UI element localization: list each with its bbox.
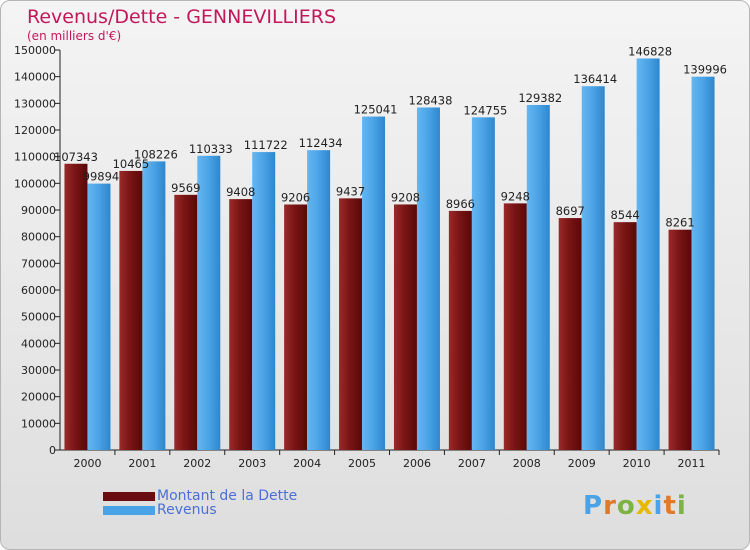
data-label-revenue: 124755 xyxy=(463,103,507,117)
x-tick-label: 2001 xyxy=(128,457,156,470)
data-label-revenue: 110333 xyxy=(189,142,233,156)
data-label-revenue: 146828 xyxy=(628,44,672,58)
data-label-debt: 9569 xyxy=(171,181,200,195)
proxiti-logo: Proxiti xyxy=(583,491,687,521)
data-label-revenue: 108226 xyxy=(134,147,178,161)
bar-revenue xyxy=(526,104,550,451)
y-tick-label: 20000 xyxy=(21,391,56,404)
data-label-debt: 9208 xyxy=(391,190,420,204)
legend-swatch-revenue xyxy=(103,505,155,515)
x-tick-label: 2000 xyxy=(73,457,101,470)
bar-debt xyxy=(668,229,692,450)
bar-revenue xyxy=(581,86,605,450)
bar-debt xyxy=(339,198,363,450)
y-tick-label: 120000 xyxy=(14,124,56,137)
y-tick-label: 80000 xyxy=(21,231,56,244)
axes: 0 10000 20000 30000 40000 50000 60000 70000 8000… xyxy=(14,44,720,470)
data-label-debt: 107343 xyxy=(54,150,98,164)
data-label-revenue: 125041 xyxy=(354,103,398,117)
y-tick-label: 40000 xyxy=(21,337,56,350)
data-label-debt: 9248 xyxy=(501,189,530,203)
x-tick-label: 2007 xyxy=(458,457,486,470)
x-tick-label: 2006 xyxy=(403,457,431,470)
x-tick-label: 2003 xyxy=(238,457,266,470)
data-label-revenue: 139996 xyxy=(683,63,727,77)
y-tick-label: 0 xyxy=(49,444,56,457)
bar-revenue xyxy=(416,107,440,451)
y-tick-label: 10000 xyxy=(21,417,56,430)
x-tick-label: 2004 xyxy=(293,457,321,470)
bars xyxy=(64,58,715,451)
bar-debt xyxy=(503,203,527,450)
data-label-debt: 9408 xyxy=(226,185,255,199)
bar-debt xyxy=(119,170,143,450)
bar-revenue xyxy=(252,152,276,451)
data-label-revenue: 128438 xyxy=(409,93,453,107)
x-tick-label: 2008 xyxy=(513,457,541,470)
bar-debt xyxy=(558,218,582,450)
bar-debt xyxy=(64,163,88,450)
bar-revenue xyxy=(691,76,715,450)
legend-label-revenue: Revenus xyxy=(157,502,217,518)
data-label-debt: 8697 xyxy=(556,204,585,218)
y-tick-label: 140000 xyxy=(14,71,56,84)
y-tick-label: 100000 xyxy=(14,177,56,190)
bar-debt xyxy=(229,199,253,450)
bar-revenue xyxy=(197,155,221,450)
y-tick-label: 70000 xyxy=(21,257,56,270)
data-label-debt: 8966 xyxy=(446,197,475,211)
data-label-debt: 8544 xyxy=(610,208,639,222)
bar-debt xyxy=(393,204,417,450)
y-tick-label: 130000 xyxy=(14,97,56,110)
legend-item-debt: Montant de la Dette xyxy=(103,488,298,504)
data-label-debt: 9437 xyxy=(336,184,365,198)
data-label-debt: 10465 xyxy=(113,157,150,171)
bar-debt xyxy=(284,204,308,450)
x-tick-label: 2002 xyxy=(183,457,211,470)
bar-debt xyxy=(448,210,472,450)
bar-revenue xyxy=(87,183,111,450)
x-tick-label: 2010 xyxy=(623,457,651,470)
chart-title: Revenus/Dette - GENNEVILLIERS xyxy=(27,6,337,28)
bar-revenue xyxy=(471,117,495,450)
bar-debt xyxy=(613,222,637,450)
data-label-debt: 9206 xyxy=(281,191,310,205)
y-tick-label: 60000 xyxy=(21,284,56,297)
y-tick-label: 110000 xyxy=(14,151,56,164)
data-label-revenue: 99894 xyxy=(83,170,120,184)
legend-label-debt: Montant de la Dette xyxy=(157,488,298,504)
x-tick-label: 2011 xyxy=(678,457,706,470)
y-tick-label: 150000 xyxy=(14,44,56,57)
y-tick-label: 30000 xyxy=(21,364,56,377)
data-label-revenue: 112434 xyxy=(299,136,343,150)
bar-debt xyxy=(174,194,198,450)
legend-swatch-debt xyxy=(103,491,155,501)
bar-revenue xyxy=(362,116,386,450)
x-tick-label: 2005 xyxy=(348,457,376,470)
chart-subtitle: (en milliers d'€) xyxy=(27,29,122,43)
bar-revenue xyxy=(307,150,331,450)
data-label-debt: 8261 xyxy=(665,216,694,230)
legend-item-revenue: Revenus xyxy=(103,502,217,518)
x-tick-label: 2009 xyxy=(568,457,596,470)
bar-revenue xyxy=(142,161,166,450)
data-label-revenue: 111722 xyxy=(244,138,288,152)
data-label-revenue: 129382 xyxy=(518,91,562,105)
data-label-revenue: 136414 xyxy=(573,72,617,86)
y-tick-label: 50000 xyxy=(21,311,56,324)
bar-revenue xyxy=(636,58,660,450)
y-tick-label: 90000 xyxy=(21,204,56,217)
